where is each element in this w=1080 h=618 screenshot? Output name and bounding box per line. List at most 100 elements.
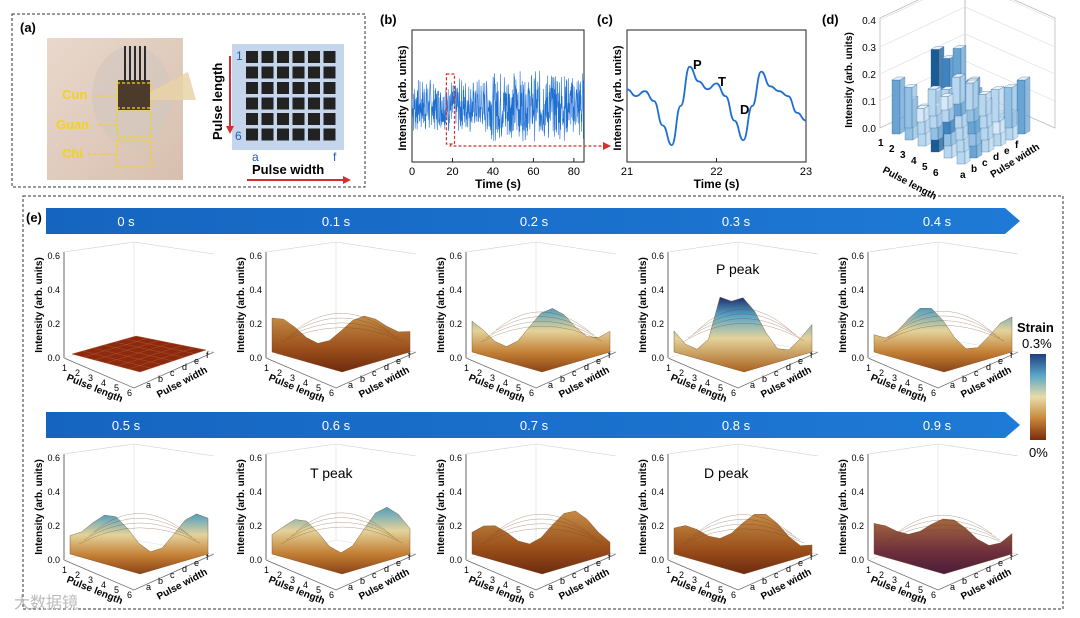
surface-contour bbox=[490, 316, 595, 336]
x-tick-label: 4 bbox=[705, 378, 710, 388]
z-axis-label: Intensity (arb. units) bbox=[236, 459, 247, 555]
y-tick-label: c bbox=[774, 368, 779, 378]
x-tick-label: 6 bbox=[931, 388, 936, 398]
floor-edge bbox=[63, 553, 215, 591]
floor-edge bbox=[465, 351, 617, 389]
sensor-pad bbox=[246, 97, 258, 110]
y-tick-label: a bbox=[146, 380, 151, 390]
z-tick-label: 0.0 bbox=[449, 555, 462, 565]
bar-side bbox=[998, 86, 1005, 123]
y-tick-label: d bbox=[786, 564, 791, 574]
y-tick-label: a bbox=[348, 380, 353, 390]
panel-c-frame bbox=[626, 29, 807, 163]
surface bbox=[471, 510, 611, 575]
y-tick-label: e bbox=[596, 558, 601, 568]
x-tick-label: 2 bbox=[75, 570, 80, 580]
grid-tick-bottom: 6 bbox=[235, 129, 242, 143]
x-tick-label: 6 bbox=[127, 590, 132, 600]
sensor-pad bbox=[261, 113, 274, 125]
z-tick-label: 0.2 bbox=[851, 319, 864, 329]
x-tick-label: 6 bbox=[127, 388, 132, 398]
x-tick-label: 3 bbox=[892, 575, 897, 585]
grid-arrow-horizontal bbox=[247, 176, 351, 184]
bar bbox=[903, 87, 913, 129]
z-tick-label: 0.0 bbox=[47, 353, 60, 363]
bar-top bbox=[930, 46, 945, 50]
sensor-pad bbox=[323, 51, 336, 63]
y-tick-label: f bbox=[1010, 552, 1013, 562]
z-tick-label: 0.2 bbox=[47, 521, 60, 531]
x-tick-label: 80 bbox=[568, 166, 580, 178]
surface-contour bbox=[892, 315, 997, 336]
z-tick-label: 0.3 bbox=[862, 43, 876, 54]
surface-contour bbox=[897, 515, 993, 535]
bar-side bbox=[959, 73, 966, 105]
colorbar-min: 0% bbox=[1029, 445, 1048, 460]
z-tick-label: 0.0 bbox=[862, 124, 876, 135]
sensor-pad bbox=[308, 51, 320, 63]
y-tick-label: d bbox=[986, 362, 991, 372]
surface-contour bbox=[682, 528, 805, 545]
z-tick-label: 0.0 bbox=[249, 555, 262, 565]
x-tick-label: 0 bbox=[409, 166, 415, 178]
x-tick-label: 5 bbox=[922, 162, 928, 173]
x-tick-label: 60 bbox=[527, 166, 539, 178]
sensor-pad bbox=[261, 82, 274, 94]
x-tick-label: 6 bbox=[529, 388, 534, 398]
x-tick-label: 1 bbox=[264, 363, 269, 373]
y-tick-label: e bbox=[396, 558, 401, 568]
sensor-pad bbox=[292, 51, 305, 63]
sensor-pad bbox=[292, 128, 305, 141]
x-tick-label: 5 bbox=[718, 585, 723, 595]
x-tick-label: 2 bbox=[277, 368, 282, 378]
y-tick-label: d bbox=[584, 362, 589, 372]
grid-axis-horizontal: Pulse width bbox=[252, 162, 324, 177]
x-tick-label: 6 bbox=[731, 590, 736, 600]
x-tick-label: 3 bbox=[692, 575, 697, 585]
sensor-pad bbox=[292, 113, 305, 125]
bar-top bbox=[952, 45, 967, 49]
x-axis-label: Time (s) bbox=[694, 177, 740, 191]
back-edge bbox=[465, 443, 617, 457]
x-tick-label: 4 bbox=[705, 580, 710, 590]
z-axis-label: Intensity (arb. units) bbox=[436, 257, 447, 353]
x-tick-label: 5 bbox=[114, 383, 119, 393]
connector-arrowhead bbox=[603, 142, 611, 150]
y-tick-label: a bbox=[348, 582, 353, 592]
panel-b-chart: 0 20 40 60 80 Time (s) Intensity (arb. units) bbox=[397, 29, 611, 191]
series-line bbox=[411, 70, 585, 142]
surface-contour bbox=[93, 513, 189, 535]
z-tick-label: 0.0 bbox=[249, 353, 262, 363]
x-axis-label: Time (s) bbox=[475, 177, 521, 191]
sensor-pad bbox=[308, 113, 320, 125]
bar-side bbox=[899, 76, 906, 135]
surface-contour bbox=[285, 522, 399, 541]
y-tick-label: c bbox=[974, 368, 979, 378]
sensor-pad bbox=[308, 66, 320, 79]
panel-e-label: (e) bbox=[26, 210, 42, 225]
y-tick-label: a bbox=[146, 582, 151, 592]
z-tick-label: 0.2 bbox=[449, 521, 462, 531]
z-tick-label: 0.2 bbox=[249, 319, 262, 329]
time-label: 0.2 s bbox=[520, 214, 549, 229]
z-tick-label: 0.6 bbox=[47, 251, 60, 261]
x-tick-label: 4 bbox=[303, 580, 308, 590]
z-tick-label: 0.4 bbox=[249, 487, 262, 497]
surface bbox=[873, 518, 1013, 575]
z-tick-label: 0.0 bbox=[851, 555, 864, 565]
y-tick-label: d bbox=[384, 564, 389, 574]
z-tick-label: 0.4 bbox=[851, 285, 864, 295]
y-tick-label: c bbox=[170, 368, 175, 378]
x-tick-label: 2 bbox=[477, 368, 482, 378]
surface bbox=[471, 308, 611, 373]
panel-b-frame bbox=[411, 29, 585, 163]
y-axis-label: Intensity (arb. units) bbox=[397, 45, 409, 150]
y-tick-label: e bbox=[798, 356, 803, 366]
x-tick-label: 6 bbox=[731, 388, 736, 398]
y-tick-label: d bbox=[584, 564, 589, 574]
z-axis-label: Intensity (arb. units) bbox=[638, 459, 649, 555]
x-tick-label: 1 bbox=[464, 363, 469, 373]
x-tick-label: 2 bbox=[679, 368, 684, 378]
